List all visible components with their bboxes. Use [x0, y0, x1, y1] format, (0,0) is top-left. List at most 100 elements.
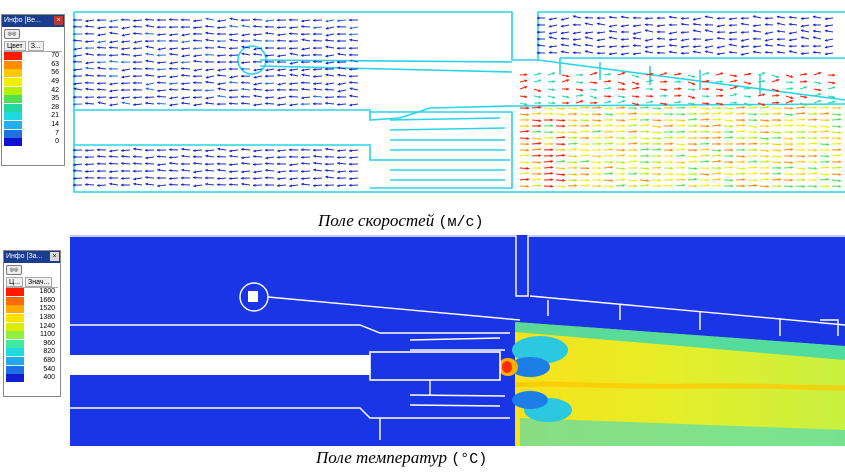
velocity-vector: [704, 29, 714, 33]
velocity-vector: [96, 66, 107, 70]
velocity-vector: [336, 19, 347, 23]
velocity-vector: [300, 96, 311, 100]
velocity-vector: [531, 130, 542, 134]
velocity-vector: [192, 184, 203, 188]
velocity-vector: [575, 88, 584, 92]
legend-col-color[interactable]: Ц...: [6, 277, 24, 287]
glasses-icon[interactable]: ◎◎: [4, 29, 20, 39]
velocity-vector: [735, 167, 746, 171]
legend-title-bar[interactable]: Инфо [За... ×: [4, 251, 60, 263]
velocity-vector: [555, 131, 566, 135]
velocity-vector: [639, 105, 650, 109]
legend-swatch: [6, 331, 24, 340]
velocity-vector: [72, 82, 83, 86]
velocity-vector: [824, 38, 834, 42]
velocity-vector: [800, 51, 810, 55]
velocity-vector: [723, 135, 734, 139]
velocity-vector: [639, 137, 650, 141]
velocity-vector: [301, 68, 311, 72]
velocity-vector: [276, 73, 287, 77]
velocity-vector: [752, 24, 762, 28]
velocity-vector: [145, 24, 155, 28]
velocity-vector: [120, 154, 131, 158]
legend-col-value[interactable]: Знач...: [25, 277, 53, 287]
velocity-vector: [673, 100, 682, 104]
velocity-vector: [596, 31, 606, 35]
velocity-vector: [711, 159, 722, 163]
velocity-vector: [699, 172, 710, 176]
velocity-vector: [252, 103, 263, 107]
legend-col-color[interactable]: Цвет: [4, 41, 26, 51]
glasses-icon[interactable]: ◎◎: [6, 265, 22, 275]
velocity-vector: [656, 24, 666, 28]
velocity-vector: [680, 22, 690, 26]
velocity-vector: [711, 153, 722, 157]
velocity-vector: [120, 52, 131, 56]
velocity-vector: [572, 38, 582, 42]
velocity-vector: [312, 26, 323, 30]
velocity-vector: [229, 17, 239, 21]
legend-value: 21: [51, 112, 59, 120]
velocity-vector: [608, 36, 618, 40]
velocity-vector: [555, 159, 566, 163]
velocity-vector: [276, 170, 287, 174]
velocity-vector: [555, 135, 566, 139]
velocity-vector: [252, 149, 263, 153]
velocity-vector: [336, 52, 347, 56]
velocity-vector: [132, 177, 143, 181]
velocity-vector: [240, 170, 251, 174]
velocity-vector: [156, 68, 167, 72]
velocity-vector: [181, 54, 191, 58]
legend-value: 960: [43, 339, 55, 347]
velocity-vector: [771, 112, 782, 116]
velocity-vector: [96, 87, 107, 91]
velocity-vector: [819, 125, 830, 129]
velocity-vector: [699, 147, 710, 151]
velocity-vector: [656, 45, 666, 49]
velocity-vector: [831, 117, 842, 121]
velocity-vector: [288, 46, 299, 50]
velocity-vector: [675, 178, 686, 182]
legend-swatch: [6, 374, 24, 383]
caption-unit: (м/с): [438, 214, 484, 231]
velocity-vector: [555, 107, 566, 111]
velocity-vector: [72, 38, 83, 42]
velocity-vector: [192, 47, 203, 50]
velocity-vector: [84, 40, 95, 44]
velocity-vector: [771, 78, 780, 83]
velocity-vector: [325, 45, 335, 49]
velocity-vector: [72, 176, 83, 180]
velocity-vector: [615, 184, 626, 187]
legend-title-bar[interactable]: Инфо [Ве... ×: [2, 15, 64, 27]
legend-col-value[interactable]: З...: [27, 41, 44, 51]
velocity-vector: [156, 61, 167, 65]
legend-row: 0: [4, 138, 62, 147]
legend-value: 70: [51, 52, 59, 60]
legend-value: 0: [55, 138, 59, 146]
temperature-legend[interactable]: Инфо [За... × ◎◎ Ц... Знач... 1800 1660 15…: [3, 250, 61, 397]
close-icon[interactable]: ×: [54, 16, 63, 25]
velocity-vector: [312, 75, 323, 79]
velocity-vector: [216, 45, 227, 49]
legend-toolbar: ◎◎: [6, 265, 58, 275]
velocity-vector: [716, 24, 726, 28]
velocity-vector: [192, 54, 203, 58]
velocity-vector: [519, 129, 530, 133]
velocity-vector: [579, 183, 590, 187]
velocity-vector: [680, 38, 690, 42]
velocity-vector: [645, 72, 654, 76]
velocity-vector: [561, 74, 570, 78]
velocity-vector: [680, 16, 690, 20]
velocity-vector: [567, 106, 578, 110]
close-icon[interactable]: ×: [50, 252, 59, 261]
velocity-vector: [97, 33, 107, 37]
velocity-legend[interactable]: Инфо [Ве... × ◎◎ Цвет З... 70 63 56 49 42 35 2…: [1, 14, 65, 166]
velocity-vector: [73, 54, 83, 58]
velocity-vector: [312, 39, 323, 43]
velocity-vector: [819, 112, 830, 116]
velocity-caption: Поле скоростей (м/с): [318, 211, 483, 231]
velocity-vector: [519, 95, 528, 99]
velocity-vector: [108, 46, 119, 50]
velocity-vector: [617, 87, 626, 91]
velocity-vector: [276, 103, 287, 107]
